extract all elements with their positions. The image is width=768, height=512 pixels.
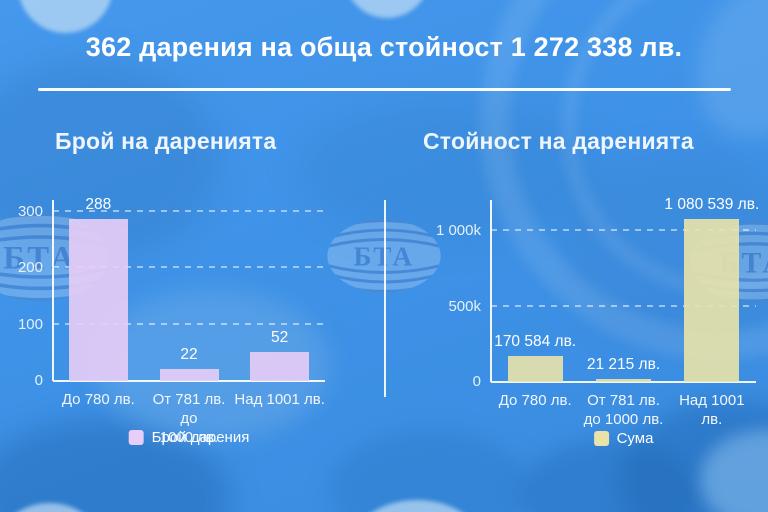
edge-bubble xyxy=(18,0,113,33)
edge-bubble xyxy=(344,0,430,18)
bar xyxy=(507,356,563,382)
x-axis-label: До 780 лв. xyxy=(498,392,572,409)
chart-title: Брой на даренията xyxy=(55,128,277,154)
chart-donations-count: Брой на даренията Брой дарения 0 100 200 30… xyxy=(0,128,383,473)
bta-watermark-text: БТА xyxy=(354,241,415,271)
title-divider xyxy=(38,88,731,91)
bar xyxy=(159,368,219,381)
x-axis-label: До 780 лв. xyxy=(61,391,135,408)
bar xyxy=(68,218,128,381)
x-axis-label: От 781 лв. до 1000 лв. xyxy=(583,392,664,428)
y-tick-label: 500k xyxy=(448,297,481,315)
y-tick-label: 100 xyxy=(17,315,43,333)
gridline xyxy=(53,210,325,212)
bar-value-label: 288 xyxy=(85,195,112,213)
y-tick-label: 200 xyxy=(17,259,43,277)
bar-value-label: 52 xyxy=(271,328,289,346)
plot-area: Брой дарения 0 100 200 300 288 До 780 лв. 22 От… xyxy=(18,196,325,446)
edge-bubble xyxy=(0,503,107,512)
plot-area: Сума 0 500k 1 000k 170 584 лв. До 780 лв. 21 … xyxy=(436,196,759,447)
charts-divider xyxy=(384,200,386,397)
bar xyxy=(596,378,651,382)
legend-swatch xyxy=(593,431,609,446)
x-axis xyxy=(53,380,325,382)
bar-value-label: 170 584 лв. xyxy=(494,333,577,351)
y-tick-label: 0 xyxy=(34,372,43,389)
bar-value-label: 22 xyxy=(180,345,198,363)
legend-label: Брой дарения xyxy=(151,429,250,446)
y-axis xyxy=(490,200,492,382)
x-axis xyxy=(491,381,756,383)
legend-label: Сума xyxy=(616,430,654,447)
bar-value-label: 21 215 лв. xyxy=(586,355,661,373)
bar xyxy=(684,218,740,382)
bta-watermark-text: БТА xyxy=(3,240,77,276)
y-tick-label: 0 xyxy=(472,373,481,390)
y-axis xyxy=(52,200,54,381)
x-axis-label: Над 1001 лв. xyxy=(679,392,745,428)
chart-donations-value: Стойност на даренията Сума 0 500k 1 000k 17… xyxy=(383,128,768,473)
bar-value-label: 1 080 539 лв. xyxy=(664,195,760,213)
gridline xyxy=(491,304,756,307)
gridline xyxy=(53,266,325,269)
legend: Брой дарения xyxy=(128,429,250,446)
page-title: 362 дарения на обща стойност 1 272 338 л… xyxy=(85,32,683,62)
x-axis-label: Над 1001 лв. xyxy=(234,391,325,408)
legend: Сума xyxy=(593,430,654,447)
y-tick-label: 1 000k xyxy=(435,222,481,239)
gridline xyxy=(53,322,325,325)
bar xyxy=(250,351,310,381)
y-tick-label: 300 xyxy=(17,203,43,220)
chart-title: Стойност на даренията xyxy=(423,128,694,154)
x-axis-label: От 781 лв. до 1000 лв. xyxy=(152,391,226,446)
legend-swatch xyxy=(128,430,144,445)
gridline xyxy=(491,229,756,231)
